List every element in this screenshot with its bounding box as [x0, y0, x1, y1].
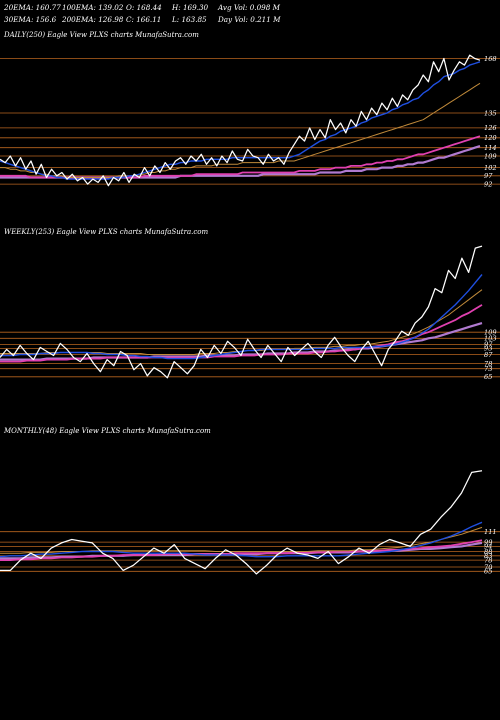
header-avg-vol: Avg Vol: 0.098 M — [217, 3, 281, 12]
level-label: 93 — [484, 345, 492, 353]
ema-fast-series-line — [0, 274, 483, 360]
level-label: 92 — [484, 180, 492, 188]
level-label: 109 — [484, 152, 497, 160]
header-close: C: 166.11 — [126, 15, 161, 24]
monthly-panel-label: MONTHLY(48) Eagle View PLXS charts Munaf… — [3, 427, 211, 435]
daily-panel-label: DAILY(250) Eagle View PLXS charts Munafa… — [3, 31, 199, 39]
level-label: 97 — [484, 172, 493, 180]
header-row-1: 20EMA: 160.77 100EMA: 139.02 O: 168.44 H… — [3, 3, 281, 12]
level-label: 65 — [484, 373, 492, 381]
ema-mid-series-line — [0, 82, 481, 178]
header-day-vol: Day Vol: 0.211 M — [217, 15, 281, 24]
header-30ema: 30EMA: 156.6 — [4, 15, 57, 24]
level-label: 78 — [484, 556, 492, 564]
level-label: 126 — [484, 124, 497, 132]
level-label: 120 — [484, 134, 497, 142]
level-label: 111 — [484, 528, 497, 536]
level-label: 99 — [484, 538, 492, 546]
price-series-line — [0, 470, 483, 575]
ema-fast-series-line — [0, 521, 483, 558]
level-label: 168 — [484, 55, 497, 63]
level-label: 103 — [484, 335, 497, 343]
header-low: L: 163.85 — [171, 15, 207, 24]
level-label: 65 — [484, 568, 492, 576]
weekly-panel: WEEKLY(253) Eagle View PLXS charts Munaf… — [0, 228, 500, 381]
daily-panel: DAILY(250) Eagle View PLXS charts Munafa… — [0, 31, 500, 188]
level-label: 87 — [484, 351, 493, 359]
header-100ema: 100EMA: 139.02 — [62, 3, 124, 12]
level-label: 97 — [484, 341, 493, 349]
level-label: 78 — [484, 360, 492, 368]
header-high: H: 169.30 — [171, 3, 209, 12]
level-label: 102 — [484, 164, 497, 172]
level-label: 109 — [484, 329, 497, 337]
level-label: 88 — [484, 548, 492, 556]
header-open: O: 168.44 — [126, 3, 162, 12]
level-label: 94 — [484, 543, 492, 551]
monthly-panel: MONTHLY(48) Eagle View PLXS charts Munaf… — [0, 427, 500, 576]
header-20ema: 20EMA: 160.77 — [3, 3, 61, 12]
price-series-line — [0, 54, 481, 187]
header-row-2: 30EMA: 156.6 200EMA: 126.98 C: 166.11 L:… — [4, 15, 281, 24]
level-label: 73 — [484, 365, 492, 373]
level-label: 70 — [484, 563, 492, 571]
level-label: 114 — [484, 144, 497, 152]
weekly-panel-label: WEEKLY(253) Eagle View PLXS charts Munaf… — [4, 228, 208, 236]
level-label: 135 — [484, 109, 497, 117]
price-series-line — [0, 245, 483, 379]
header-200ema: 200EMA: 126.98 — [61, 15, 124, 24]
level-label: 83 — [484, 552, 492, 560]
